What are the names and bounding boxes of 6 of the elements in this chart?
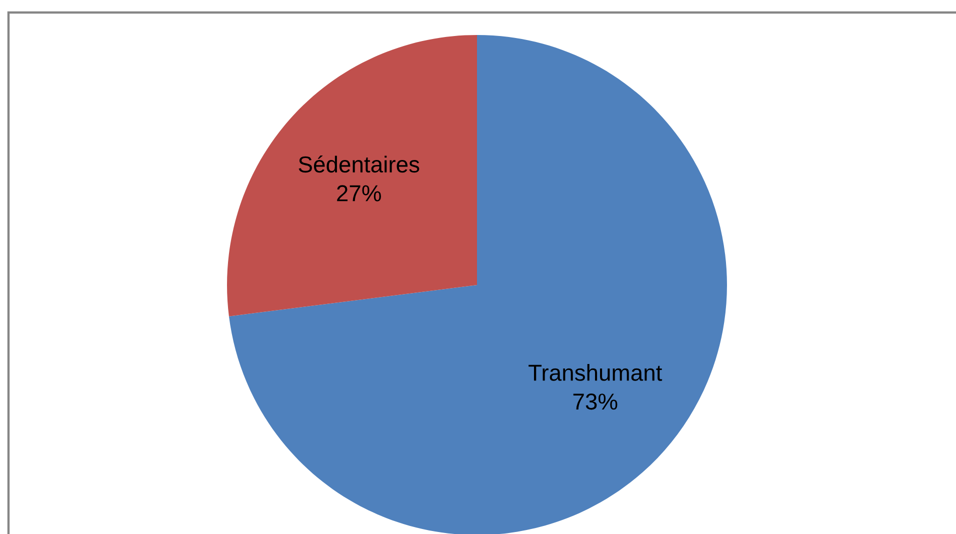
data-label: 73%: [573, 394, 618, 410]
pie-slice: [228, 35, 727, 534]
data-label: 27%: [337, 185, 381, 202]
slice-label: Sédentaires: [298, 155, 420, 173]
slice-label: Transhumant: [528, 364, 662, 381]
pie-slice: [227, 35, 477, 316]
